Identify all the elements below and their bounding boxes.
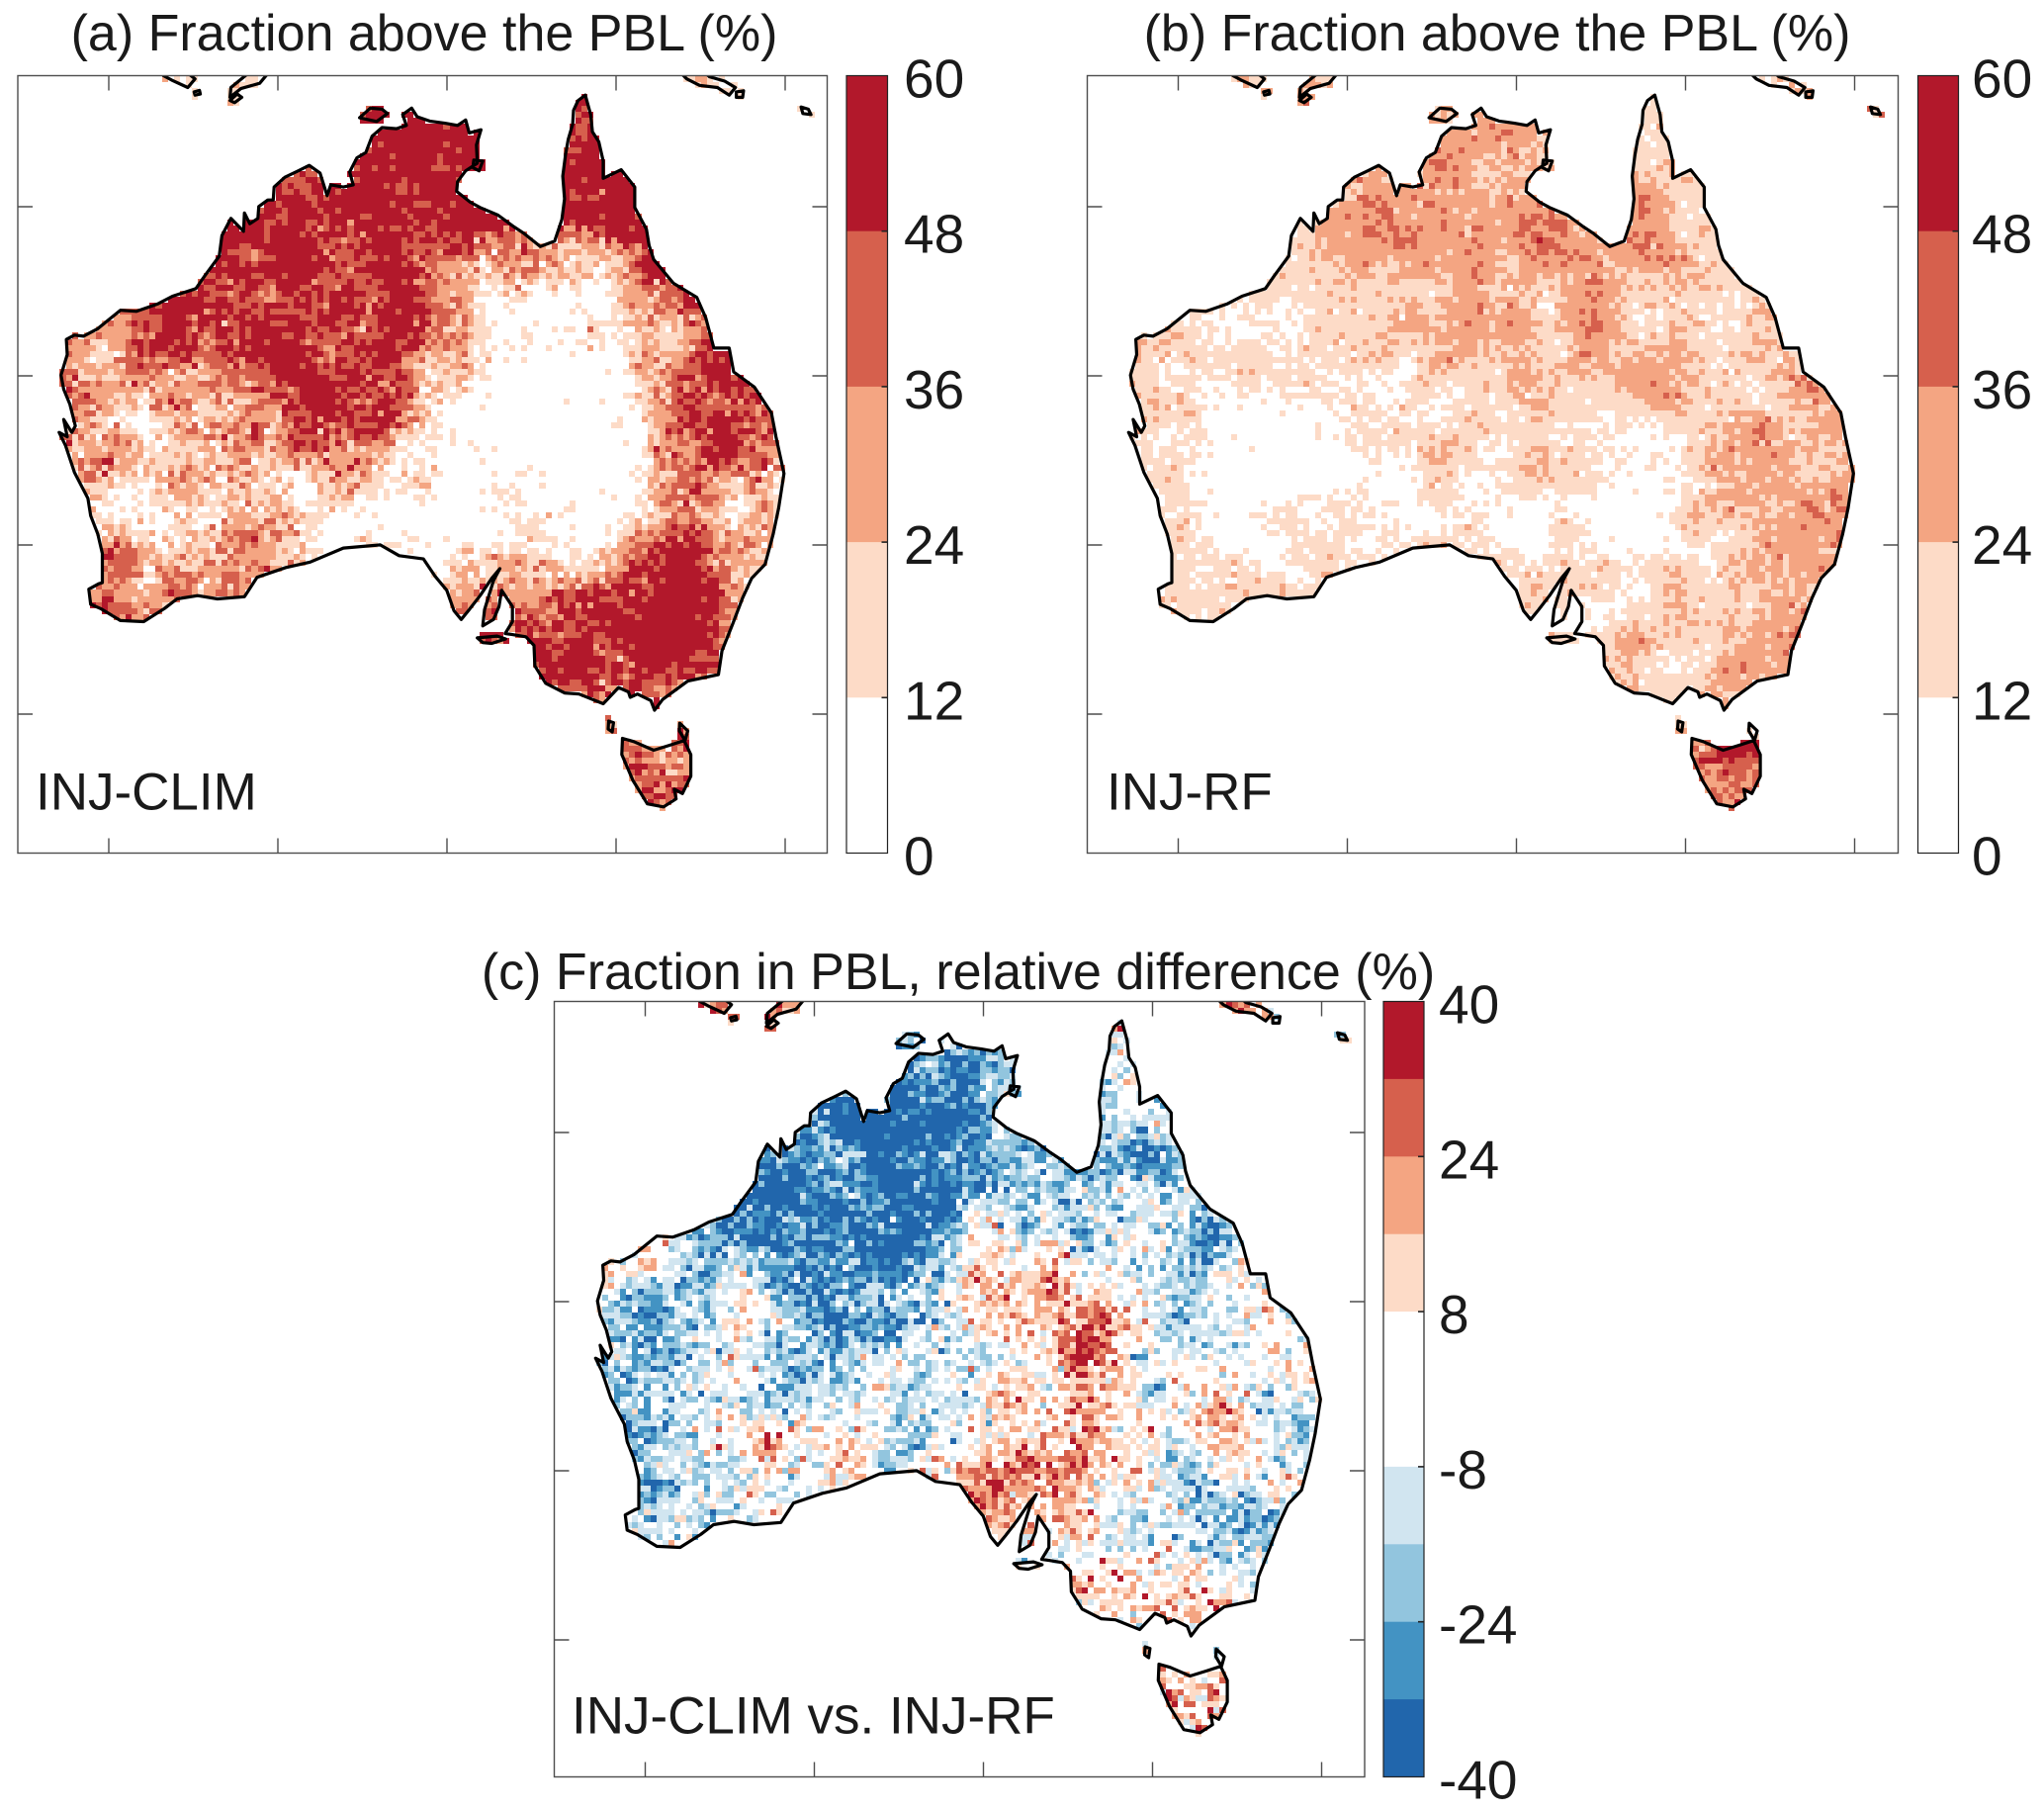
svg-text:-24: -24 [1439,1594,1518,1656]
svg-text:0: 0 [1972,826,2002,887]
svg-text:48: 48 [904,204,964,265]
svg-text:(c) Fraction in PBL, relative: (c) Fraction in PBL, relative difference… [482,944,1435,1001]
svg-text:24: 24 [904,514,964,576]
svg-text:36: 36 [1972,359,2032,420]
svg-text:(a) Fraction above the PBL (%): (a) Fraction above the PBL (%) [71,5,778,62]
svg-text:24: 24 [1972,514,2032,576]
svg-text:24: 24 [1439,1129,1499,1190]
svg-text:INJ-CLIM: INJ-CLIM [36,764,257,822]
svg-text:-8: -8 [1439,1439,1487,1500]
svg-text:(b) Fraction above the PBL (%): (b) Fraction above the PBL (%) [1144,5,1851,62]
svg-text:INJ-RF: INJ-RF [1107,764,1273,822]
svg-text:-40: -40 [1439,1750,1518,1811]
svg-text:48: 48 [1972,204,2032,265]
svg-text:40: 40 [1439,974,1499,1036]
svg-text:12: 12 [1972,670,2032,731]
svg-text:60: 60 [904,48,964,110]
svg-text:INJ-CLIM vs. INJ-RF: INJ-CLIM vs. INJ-RF [572,1687,1055,1746]
svg-text:8: 8 [1439,1284,1469,1345]
svg-text:60: 60 [1972,48,2032,110]
svg-text:0: 0 [904,826,934,887]
svg-text:12: 12 [904,670,964,731]
svg-text:36: 36 [904,359,964,420]
